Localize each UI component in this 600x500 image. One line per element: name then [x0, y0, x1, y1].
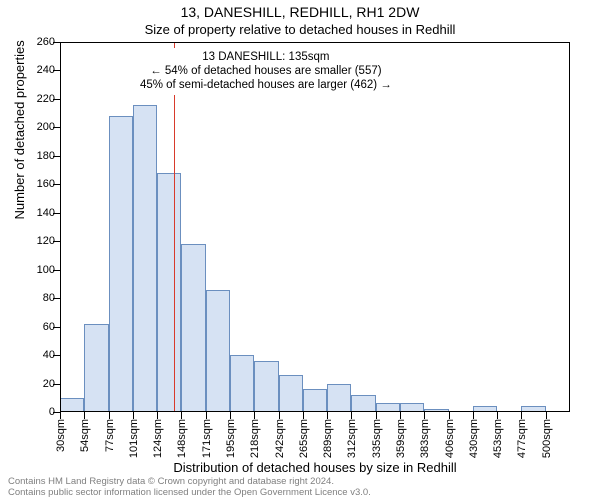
y-tick-label: 60 [5, 321, 55, 333]
x-tick-label: 453sqm [492, 419, 504, 458]
x-tick-label: 54sqm [79, 419, 91, 452]
x-tick [351, 412, 352, 419]
x-tick [230, 412, 231, 419]
x-tick-label: 406sqm [444, 419, 456, 458]
x-tick [279, 412, 280, 419]
x-tick [157, 412, 158, 419]
x-tick-label: 101sqm [128, 419, 140, 458]
x-tick-label: 77sqm [104, 419, 116, 452]
x-tick-label: 312sqm [346, 419, 358, 458]
x-tick [449, 412, 450, 419]
footer-line-2: Contains public sector information licen… [8, 488, 371, 499]
x-tick [133, 412, 134, 419]
x-tick [181, 412, 182, 419]
annotation-line-1: 13 DANESHILL: 135sqm [140, 50, 392, 64]
annotation-box: 13 DANESHILL: 135sqm ← 54% of detached h… [134, 48, 398, 95]
y-axis-title: Number of detached properties [12, 40, 27, 219]
footer-attribution: Contains HM Land Registry data © Crown c… [8, 477, 371, 499]
annotation-line-2: ← 54% of detached houses are smaller (55… [140, 64, 392, 78]
x-tick-label: 335sqm [371, 419, 383, 458]
x-tick [546, 412, 547, 419]
property-size-histogram: 13, DANESHILL, REDHILL, RH1 2DW Size of … [0, 0, 600, 500]
y-tick-label: 40 [5, 349, 55, 361]
y-tick-label: 20 [5, 378, 55, 390]
x-tick [206, 412, 207, 419]
y-tick-label: 80 [5, 292, 55, 304]
annotation-line-3: 45% of semi-detached houses are larger (… [140, 78, 392, 92]
x-axis-title: Distribution of detached houses by size … [60, 460, 570, 475]
x-tick [60, 412, 61, 419]
x-tick-label: 124sqm [152, 419, 164, 458]
x-tick [473, 412, 474, 419]
plot-area: 13 DANESHILL: 135sqm ← 54% of detached h… [60, 42, 570, 412]
chart-subtitle: Size of property relative to detached ho… [0, 22, 600, 37]
y-tick-label: 120 [5, 235, 55, 247]
x-tick [254, 412, 255, 419]
x-tick-label: 430sqm [468, 419, 480, 458]
x-tick [376, 412, 377, 419]
x-tick-label: 477sqm [516, 419, 528, 458]
plot-border [60, 42, 570, 412]
chart-title: 13, DANESHILL, REDHILL, RH1 2DW [0, 4, 600, 20]
y-tick-label: 0 [5, 406, 55, 418]
x-tick [109, 412, 110, 419]
x-tick-label: 359sqm [395, 419, 407, 458]
x-tick-label: 218sqm [249, 419, 261, 458]
x-tick-label: 195sqm [225, 419, 237, 458]
x-tick [497, 412, 498, 419]
y-tick-label: 100 [5, 264, 55, 276]
x-tick [84, 412, 85, 419]
x-tick [400, 412, 401, 419]
x-tick-label: 265sqm [298, 419, 310, 458]
x-tick [521, 412, 522, 419]
x-tick-label: 242sqm [274, 419, 286, 458]
x-tick-label: 500sqm [541, 419, 553, 458]
x-tick [424, 412, 425, 419]
x-tick-label: 30sqm [55, 419, 67, 452]
x-tick [303, 412, 304, 419]
x-tick [327, 412, 328, 419]
x-tick-label: 171sqm [201, 419, 213, 458]
x-tick-label: 383sqm [419, 419, 431, 458]
x-tick-label: 289sqm [322, 419, 334, 458]
x-tick-label: 148sqm [176, 419, 188, 458]
